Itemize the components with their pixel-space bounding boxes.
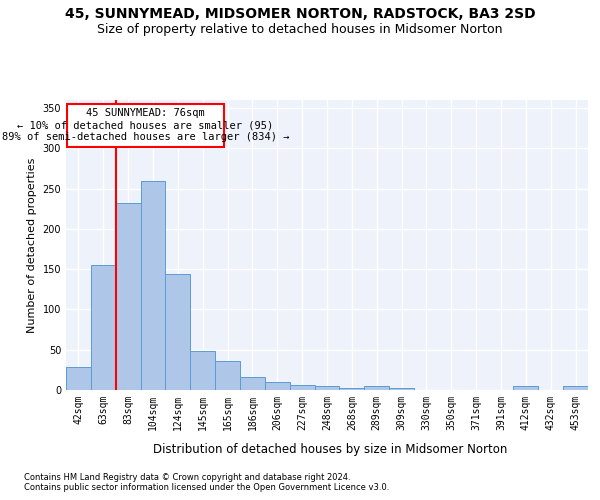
Bar xyxy=(91,265,116,390)
Bar xyxy=(66,368,91,390)
Bar xyxy=(265,382,290,390)
Bar xyxy=(215,361,240,390)
Text: Contains HM Land Registry data © Crown copyright and database right 2024.: Contains HM Land Registry data © Crown c… xyxy=(24,472,350,482)
Bar xyxy=(514,386,538,390)
Bar xyxy=(240,377,265,390)
Text: 89% of semi-detached houses are larger (834) →: 89% of semi-detached houses are larger (… xyxy=(2,132,289,142)
Text: Contains public sector information licensed under the Open Government Licence v3: Contains public sector information licen… xyxy=(24,482,389,492)
Bar xyxy=(290,385,314,390)
Bar xyxy=(166,274,190,390)
Bar xyxy=(140,180,166,390)
Bar xyxy=(314,386,340,390)
Bar xyxy=(190,350,215,390)
Bar xyxy=(340,388,364,390)
Text: 45 SUNNYMEAD: 76sqm: 45 SUNNYMEAD: 76sqm xyxy=(86,108,205,118)
Text: Distribution of detached houses by size in Midsomer Norton: Distribution of detached houses by size … xyxy=(153,442,507,456)
FancyBboxPatch shape xyxy=(67,104,224,146)
Bar xyxy=(389,388,414,390)
Bar xyxy=(563,386,588,390)
Text: 45, SUNNYMEAD, MIDSOMER NORTON, RADSTOCK, BA3 2SD: 45, SUNNYMEAD, MIDSOMER NORTON, RADSTOCK… xyxy=(65,8,535,22)
Text: ← 10% of detached houses are smaller (95): ← 10% of detached houses are smaller (95… xyxy=(17,120,274,130)
Bar xyxy=(364,386,389,390)
Y-axis label: Number of detached properties: Number of detached properties xyxy=(27,158,37,332)
Bar xyxy=(116,203,140,390)
Text: Size of property relative to detached houses in Midsomer Norton: Size of property relative to detached ho… xyxy=(97,22,503,36)
